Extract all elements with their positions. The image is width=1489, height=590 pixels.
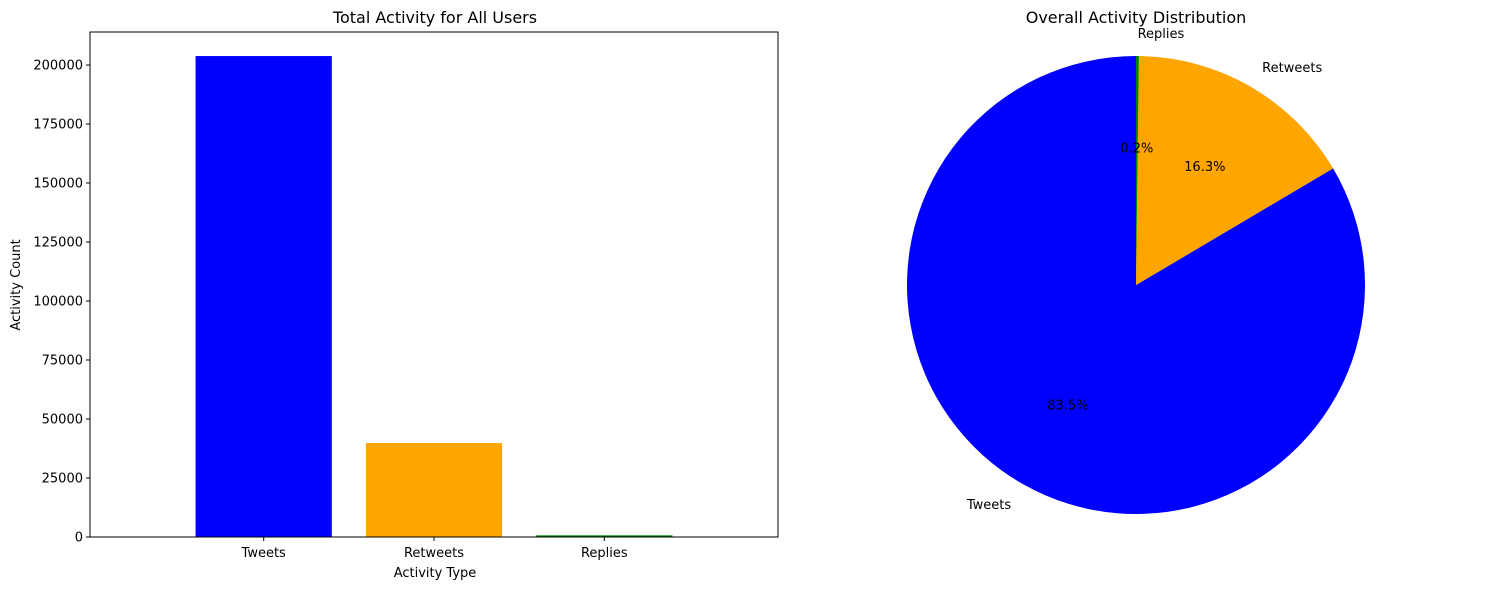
- pie-percent-label: 16.3%: [1184, 160, 1225, 175]
- pie-percent-label: 83.5%: [1047, 398, 1088, 413]
- y-tick-label: 200000: [33, 59, 83, 74]
- pie-slices: [906, 56, 1365, 514]
- bar-retweets: [365, 443, 503, 537]
- pie-labels: Tweets 83.5% Retweets 16.3% Replies 0.2%: [966, 27, 1323, 513]
- y-tick-label: 25000: [42, 472, 83, 487]
- bar-chart-title: Total Activity for All Users: [332, 8, 537, 27]
- pie-label: Replies: [1138, 27, 1185, 42]
- y-tick-label: 0: [75, 531, 83, 546]
- pie-label: Retweets: [1262, 61, 1322, 76]
- pie-slice-replies: [1136, 56, 1139, 285]
- y-tick-label: 125000: [33, 236, 83, 251]
- x-tick-label: Tweets: [241, 546, 287, 561]
- y-tick-label: 100000: [33, 295, 83, 310]
- y-axis-ticks: 0 25000 50000 75000 100000 125000 150000 175000…: [33, 59, 90, 546]
- y-tick-label: 150000: [33, 177, 83, 192]
- x-tick-label: Retweets: [404, 546, 464, 561]
- bar-series: [195, 56, 673, 538]
- y-tick-label: 75000: [42, 354, 83, 369]
- pie-chart-title: Overall Activity Distribution: [1026, 8, 1247, 27]
- bar-tweets: [195, 56, 332, 538]
- pie-label: Tweets: [966, 498, 1012, 513]
- pie-chart-panel: Overall Activity Distribution Tweets 83.5…: [906, 8, 1365, 514]
- pie-percent-label: 0.2%: [1120, 142, 1153, 157]
- x-axis-label: Activity Type: [394, 566, 477, 581]
- pie-slice-tweets: [906, 56, 1365, 514]
- y-axis-label: Activity Count: [9, 239, 24, 330]
- pie-slice-retweets: [1136, 56, 1334, 285]
- bar-chart-panel: Total Activity for All Users 0 25000 50000…: [9, 8, 779, 581]
- x-axis-ticks: Tweets Retweets Replies: [241, 537, 628, 561]
- bar-replies: [536, 535, 673, 537]
- plot-frame: [89, 31, 779, 538]
- x-tick-label: Replies: [581, 546, 628, 561]
- y-tick-label: 175000: [33, 118, 83, 133]
- y-tick-label: 50000: [42, 413, 83, 428]
